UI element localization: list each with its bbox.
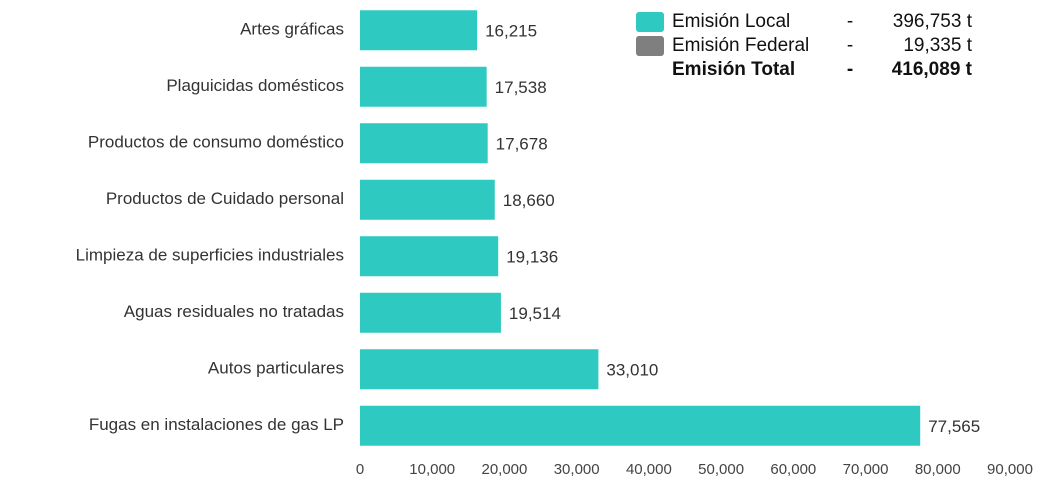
legend-separator: - xyxy=(847,11,853,32)
value-label: 19,136 xyxy=(506,248,558,267)
value-label: 77,565 xyxy=(928,417,980,436)
bar xyxy=(360,405,921,446)
legend-label: Emisión Local xyxy=(672,11,790,32)
bar xyxy=(360,123,488,164)
x-tick-label: 30,000 xyxy=(554,461,600,478)
x-tick-label: 90,000 xyxy=(987,461,1033,478)
value-label: 18,660 xyxy=(503,191,555,210)
y-tick-label: Fugas en instalaciones de gas LP xyxy=(89,415,344,434)
x-tick-label: 0 xyxy=(356,461,364,478)
bar xyxy=(360,10,478,51)
y-tick-label: Aguas residuales no tratadas xyxy=(124,302,344,321)
x-tick-label: 50,000 xyxy=(698,461,744,478)
y-tick-label: Productos de consumo doméstico xyxy=(88,133,344,152)
y-tick-label: Productos de Cuidado personal xyxy=(106,189,344,208)
y-tick-label: Autos particulares xyxy=(208,359,344,378)
x-tick-label: 20,000 xyxy=(481,461,527,478)
x-tick-label: 70,000 xyxy=(843,461,889,478)
value-label: 33,010 xyxy=(606,361,658,380)
value-label: 16,215 xyxy=(485,22,537,41)
legend-swatch xyxy=(636,12,664,32)
legend-swatch xyxy=(636,36,664,56)
bar xyxy=(360,292,501,333)
value-label: 19,514 xyxy=(509,304,561,323)
legend-separator: - xyxy=(847,35,853,56)
value-label: 17,538 xyxy=(495,78,547,97)
bar xyxy=(360,179,495,220)
value-label: 17,678 xyxy=(496,135,548,154)
y-tick-label: Limpieza de superficies industriales xyxy=(76,246,344,265)
legend-amount: 19,335 t xyxy=(903,35,972,56)
y-tick-label: Plaguicidas domésticos xyxy=(166,76,344,95)
bar xyxy=(360,66,487,107)
bar xyxy=(360,349,599,390)
bar xyxy=(360,236,499,277)
legend-amount: 396,753 t xyxy=(893,11,973,32)
legend-label: Emisión Federal xyxy=(672,35,809,56)
x-tick-label: 10,000 xyxy=(409,461,455,478)
x-tick-label: 40,000 xyxy=(626,461,672,478)
legend-amount: 416,089 t xyxy=(892,59,973,80)
x-tick-label: 80,000 xyxy=(915,461,961,478)
y-tick-label: Artes gráficas xyxy=(240,20,344,39)
x-tick-label: 60,000 xyxy=(770,461,816,478)
legend-label: Emisión Total xyxy=(672,59,795,80)
legend-separator: - xyxy=(847,59,853,80)
